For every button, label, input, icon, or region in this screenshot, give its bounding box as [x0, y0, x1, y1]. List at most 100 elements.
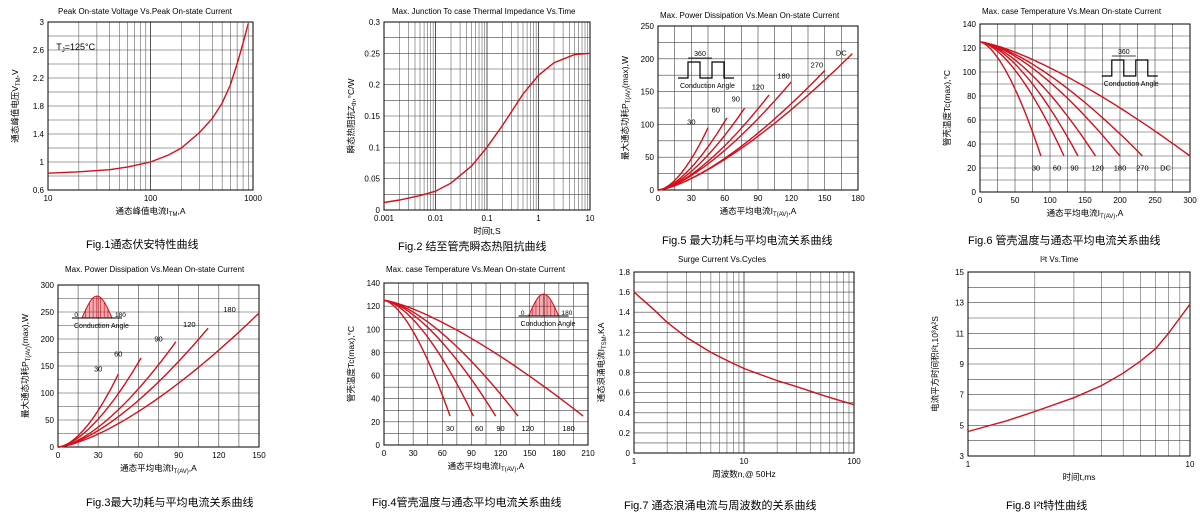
y-tick-label: 60: [967, 116, 976, 125]
chart-title: Peak On-state Voltage Vs.Peak On-state C…: [58, 7, 233, 16]
y-tick-label: 1: [40, 158, 45, 167]
conduction-angle-inset: 0 180 Conduction Angle: [518, 293, 576, 328]
series-label: 90: [496, 424, 504, 433]
conduction-angle-inset: 360 Conduction Angle: [678, 51, 735, 90]
x-tick-label: 10: [44, 194, 53, 203]
y-tick-label: 0: [626, 449, 631, 458]
series-label: 60: [1053, 163, 1061, 172]
caption-fig4: Fig.4管壳温度与通态平均电流关系曲线: [372, 497, 562, 509]
y-tick-label: 250: [41, 308, 55, 317]
chart-fig2: 0.001 0.01 0.1 1 10 0 0.05 0.1 0.15 0.2 0.25 0.3 Max…: [346, 7, 595, 236]
x-tick-label: 180: [851, 194, 865, 203]
chart-fig6: 0 50 100 150 200 250 300 0 20 40 60 80 100 120 140 Max.…: [942, 7, 1197, 220]
series-line-180: [979, 41, 1121, 157]
series-line-60: [979, 41, 1065, 157]
inset-start-label: 0: [74, 312, 78, 319]
x-tick-label: 1000: [244, 194, 262, 203]
y-tick-label: 120: [367, 302, 381, 311]
x-axis-label: 通态平均电流IT(AV),A: [448, 461, 525, 473]
y-tick-label: 40: [967, 140, 976, 149]
series-label: 30: [1032, 163, 1040, 172]
series-line-s0: [47, 23, 249, 174]
caption-fig7: Fig.7 通态浪涌电流与周波数的关系曲线: [624, 500, 817, 512]
x-tick-label: 10: [1186, 460, 1195, 469]
annotation-label: TJ=125°C: [56, 42, 95, 54]
y-axis-label: 管壳温度Tc(max),°C: [346, 326, 356, 402]
y-tick-label: 2.6: [33, 46, 45, 55]
x-tick-label: 0: [382, 449, 387, 458]
conduction-angle-inset: 360 Conduction Angle: [1101, 49, 1159, 88]
y-tick-label: 100: [41, 389, 55, 398]
conduction-angle-inset: 0 180 Conduction Angle: [72, 295, 129, 330]
x-axis-label: 时间t,ms: [1062, 472, 1095, 482]
chart-title: Max. Junction To case Thermal Impedance …: [392, 7, 576, 16]
x-tick-label: 0.001: [374, 214, 395, 223]
y-tick-label: 0: [650, 186, 655, 195]
x-tick-label: 250: [1148, 196, 1162, 205]
x-tick-label: 150: [523, 449, 537, 458]
y-tick-label: 9: [960, 360, 965, 369]
y-axis-label: 电流平方时间积I²t,10³A²S: [930, 316, 940, 412]
series-line-120: [57, 327, 209, 448]
y-tick-label: 100: [641, 120, 655, 129]
x-axis-label: 周波数n,@ 50Hz: [712, 469, 775, 479]
x-tick-label: 50: [1011, 196, 1020, 205]
inset-end-label: 180: [115, 312, 126, 319]
chart-fig5: 0 30 60 90 120 150 180 0 50 100 150 200 250 Max. Powe…: [620, 11, 865, 218]
x-tick-label: 60: [134, 451, 143, 460]
y-tick-label: 5: [960, 421, 965, 430]
series-line-90: [657, 107, 746, 191]
x-tick-label: 100: [1043, 196, 1057, 205]
plot-frame: [657, 25, 859, 191]
chart-title: Max. case Temperature Vs.Mean On-state C…: [982, 7, 1162, 16]
series-label: 180: [1114, 163, 1127, 172]
series-label: 60: [712, 106, 720, 115]
x-tick-label: 150: [1078, 196, 1092, 205]
chart-fig7: 1 10 100 0 0.2 0.4 0.6 0.8 1.0 1.2 1.4 1.6 1.8 Surge …: [596, 255, 861, 479]
series-label: 180: [777, 71, 790, 80]
x-tick-label: 100: [847, 457, 861, 466]
grid-lines: [383, 21, 590, 211]
y-tick-label: 15: [955, 268, 964, 277]
y-tick-label: 250: [641, 22, 655, 31]
series-line-90: [979, 41, 1079, 157]
y-tick-label: 60: [371, 372, 380, 381]
series-line-90: [383, 299, 497, 417]
y-axis-label: 管壳温度Tc(max),°C: [942, 70, 952, 146]
plot-frame: [967, 271, 1191, 457]
series-label: 90: [1070, 163, 1078, 172]
series-label: 60: [114, 349, 122, 358]
x-axis-label: 通态平均电流IT(AV),A: [120, 463, 197, 475]
series-line-s0: [383, 52, 591, 204]
y-axis-label: 通态峰值电压VTM,V: [10, 69, 22, 143]
chart-title: Max. case Temperature Vs.Mean On-state C…: [386, 265, 566, 274]
x-axis-label: 时间t,S: [473, 226, 501, 236]
series-line-60: [57, 357, 142, 448]
x-tick-label: 0: [978, 196, 983, 205]
caption-fig3: Fig.3最大功耗与平均电流关系曲线: [86, 497, 254, 509]
series-line-DC: [657, 53, 853, 191]
x-tick-label: 90: [754, 194, 763, 203]
inset-start-label: 0: [521, 310, 525, 317]
chart-fig4: 0 30 60 90 120 150 180 210 0 20 40 60 80 100 120 140 Max…: [346, 265, 595, 473]
x-tick-label: 300: [1183, 196, 1197, 205]
caption-fig5: Fig.5 最大功耗与平均电流关系曲线: [662, 235, 833, 247]
series-line-180: [383, 299, 584, 417]
y-tick-label: 0.2: [369, 81, 381, 90]
grid-lines: [967, 271, 1190, 457]
y-tick-label: 0.8: [619, 369, 631, 378]
chart-title: Max. Power Dissipation Vs.Mean On-state …: [660, 11, 840, 20]
series-label: DC: [836, 49, 847, 58]
series-label: DC: [1160, 163, 1171, 172]
series-line-DC: [979, 41, 1191, 157]
y-tick-label: 80: [967, 92, 976, 101]
inset-caption: Conduction Angle: [1104, 81, 1159, 88]
x-tick-label: 0.1: [481, 214, 493, 223]
y-tick-label: 100: [963, 68, 977, 77]
x-tick-label: 150: [252, 451, 266, 460]
chart-title: I²t Vs.Time: [1040, 255, 1079, 264]
grid-lines: [383, 282, 589, 446]
inset-angle-label: 360: [1118, 49, 1130, 56]
y-tick-label: 20: [967, 164, 976, 173]
